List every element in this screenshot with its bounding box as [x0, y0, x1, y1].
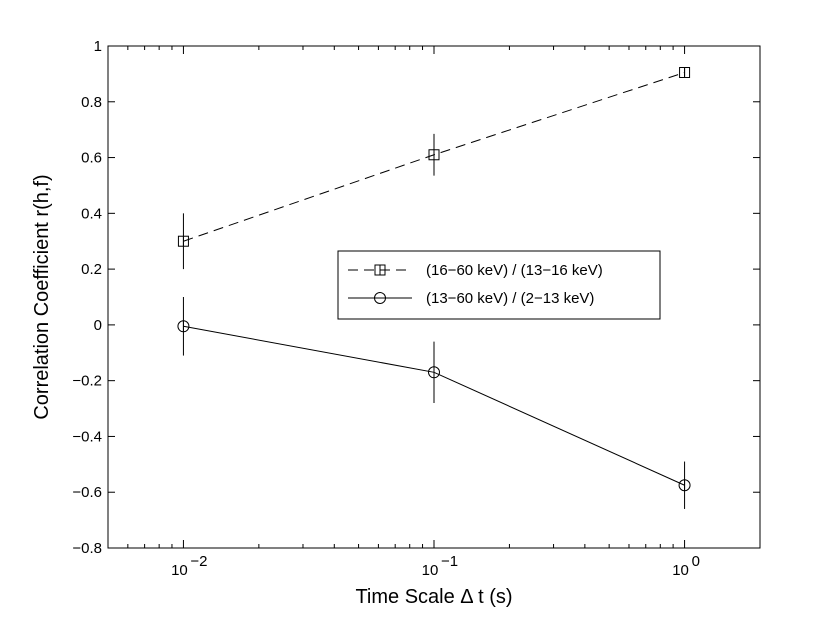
- y-tick-label-4: 0.2: [81, 261, 102, 278]
- legend-circle-marker: [374, 292, 386, 304]
- x-tick-label-2: 10: [672, 562, 689, 579]
- axis-ticks: 10.80.60.40.20−0.2−0.4−0.6−0.810−210−110…: [72, 38, 761, 579]
- y-tick-label-8: −0.6: [72, 484, 102, 501]
- x-tick-label-0: 10: [171, 562, 188, 579]
- y-axis-label: Correlation Coefficient r(h,f): [31, 174, 53, 419]
- y-tick-label-2: 0.6: [81, 150, 102, 167]
- legend-entry-1: (16−60 keV) / (13−16 keV): [348, 262, 603, 279]
- legend-entry-2: (13−60 keV) / (2−13 keV): [348, 290, 594, 307]
- legend-box: [337, 250, 661, 320]
- legend: (16−60 keV) / (13−16 keV) (13−60 keV) / …: [337, 250, 661, 320]
- y-tick-label-0: 1: [94, 38, 102, 55]
- y-tick-label-1: 0.8: [81, 94, 102, 111]
- legend-label-1: (16−60 keV) / (13−16 keV): [426, 262, 603, 279]
- y-tick-label-9: −0.8: [72, 540, 102, 557]
- series-layer: [177, 66, 691, 509]
- x-tick-label-1: 10: [422, 562, 439, 579]
- y-tick-label-6: −0.2: [72, 373, 102, 390]
- x-axis-label: Time Scale Δ t (s): [355, 586, 512, 608]
- x-tick-exponent-1: −1: [441, 553, 458, 570]
- y-tick-label-5: 0: [94, 317, 102, 334]
- x-tick-exponent-2: 0: [692, 553, 700, 570]
- x-tick-exponent-0: −2: [190, 553, 207, 570]
- legend-label-2: (13−60 keV) / (2−13 keV): [426, 290, 594, 307]
- y-tick-label-7: −0.4: [72, 428, 102, 445]
- y-tick-label-3: 0.4: [81, 205, 102, 222]
